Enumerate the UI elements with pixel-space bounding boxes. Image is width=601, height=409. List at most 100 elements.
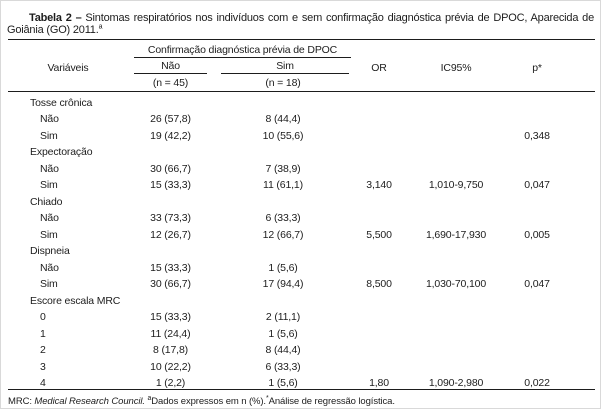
cell-sim (213, 241, 353, 258)
footnote-a-text: Dados expressos em n (%). (151, 396, 266, 407)
cell-label: Não (40, 162, 59, 175)
table-row: Sim 12 (26,7) 12 (66,7) 5,500 1,690-17,930 0,… (8, 224, 595, 241)
category-row: Chiado (8, 191, 595, 208)
cell-label: 0 (40, 311, 46, 323)
cell-p (507, 241, 595, 258)
cell-nao: 30 (66,7) (150, 162, 191, 175)
cell-nao: 8 (17,8) (153, 344, 188, 356)
cell-ic (405, 307, 507, 324)
cell-or (353, 208, 405, 225)
cell-sim (213, 92, 353, 109)
cell-or (353, 125, 405, 142)
cell-p (507, 158, 595, 175)
cell-label: Não (40, 212, 59, 224)
cell-ic (405, 290, 507, 307)
table-row: 0 15 (33,3) 2 (11,1) (8, 307, 595, 324)
cell-ic: 1,690-17,930 (425, 228, 487, 241)
footnote-mrc-name: Medical Research Council. (34, 396, 145, 407)
cell-p: 0,348 (524, 129, 550, 142)
cell-sim: 6 (33,3) (265, 212, 301, 224)
cell-ic (405, 142, 507, 159)
cell-nao: 19 (42,2) (150, 129, 191, 142)
cell-or (353, 307, 405, 324)
cell-p (507, 323, 595, 340)
cell-nao: 1 (2,2) (128, 372, 213, 390)
cell-nao (128, 241, 213, 258)
cell-p (507, 340, 595, 357)
sample-size-sim: (n = 18) (213, 74, 354, 92)
cell-label: Escore escala MRC (30, 294, 121, 307)
cell-or (353, 191, 405, 208)
table-row: Sim 15 (33,3) 11 (61,1) 3,140 1,010-9,750 0,0… (8, 175, 595, 191)
column-header-nao: Não (128, 58, 213, 74)
cell-sim: 1 (5,6) (268, 327, 298, 340)
cell-ic (405, 323, 507, 340)
cell-sim (213, 142, 353, 159)
cell-nao (128, 191, 213, 208)
cell-nao: 15 (33,3) (150, 179, 191, 191)
table-row: Sim 30 (66,7) 17 (94,4) 8,500 1,030-70,100 0,… (8, 274, 595, 290)
category-row: Expectoração (8, 142, 595, 159)
category-row: Escore escala MRC (8, 290, 595, 307)
cell-nao: 11 (24,4) (150, 327, 191, 340)
cell-ic: 1,090-2,980 (405, 372, 508, 390)
cell-p: 0,022 (507, 372, 596, 390)
cell-sim: 2 (11,1) (265, 311, 301, 323)
cell-ic (405, 340, 507, 357)
empty-cell (353, 40, 405, 59)
cell-or: 5,500 (366, 228, 392, 241)
category-row: Dispneia (8, 241, 595, 258)
cell-sim (213, 290, 353, 307)
cell-nao (128, 92, 213, 109)
cell-ic (405, 257, 507, 274)
cell-nao: 12 (26,7) (150, 228, 191, 241)
cell-sim: 6 (33,3) (265, 360, 301, 373)
column-header-sim: Sim (213, 58, 353, 74)
sample-size-nao: (n = 45) (128, 74, 213, 92)
cell-or (353, 158, 405, 175)
table-row: Não 15 (33,3) 1 (5,6) (8, 257, 595, 274)
cell-sim: 10 (55,6) (262, 129, 304, 142)
cell-ic (405, 125, 507, 142)
cell-or (353, 92, 405, 109)
cell-label: Sim (40, 179, 58, 191)
cell-ic (405, 109, 507, 126)
cell-label: Sim (40, 129, 58, 142)
footnote-marker-a: a (147, 394, 152, 402)
cell-label: Sim (40, 228, 58, 241)
cell-label: Não (40, 261, 59, 274)
cell-p (507, 142, 595, 159)
cell-sim: 7 (38,9) (265, 162, 301, 175)
group-header-row: Confirmação diagnóstica prévia de DPOC (8, 40, 595, 59)
column-header-nao-label: Não (134, 60, 207, 74)
empty-cell (8, 40, 128, 59)
cell-label: 4 (8, 372, 128, 390)
table-number: Tabela 2 – (29, 12, 82, 24)
table-header: Confirmação diagnóstica prévia de DPOC V… (8, 40, 596, 92)
table-footnote: MRC: Medical Research Council. aDados ex… (8, 394, 594, 407)
empty-cell (507, 74, 596, 92)
empty-cell (405, 40, 507, 59)
footnote-asterisk-text: Análise de regressão logística. (268, 396, 395, 407)
cell-ic (405, 241, 507, 258)
empty-cell (507, 40, 595, 59)
cell-ic: 1,010-9,750 (428, 179, 484, 191)
column-header-p: p* (532, 62, 542, 74)
cell-nao: 15 (33,3) (150, 311, 191, 323)
empty-cell (405, 74, 508, 92)
cell-nao: 26 (57,8) (150, 113, 191, 125)
table-row: Não 33 (73,3) 6 (33,3) (8, 208, 595, 225)
cell-sim: 8 (44,4) (265, 344, 301, 356)
cell-ic (405, 158, 507, 175)
category-row: Tosse crônica (8, 92, 595, 109)
cell-label: Dispneia (30, 245, 70, 257)
cell-sim: 8 (44,4) (265, 113, 301, 125)
cell-or (353, 109, 405, 126)
cell-or (353, 340, 405, 357)
table-row: 3 10 (22,2) 6 (33,3) (8, 356, 595, 373)
cell-nao: 10 (22,2) (150, 360, 191, 373)
table-body: Tosse crônica Não 26 (57,8) 8 (44,4) Sim 19 (… (8, 92, 596, 390)
sample-size-row: (n = 45) (n = 18) (8, 74, 596, 92)
